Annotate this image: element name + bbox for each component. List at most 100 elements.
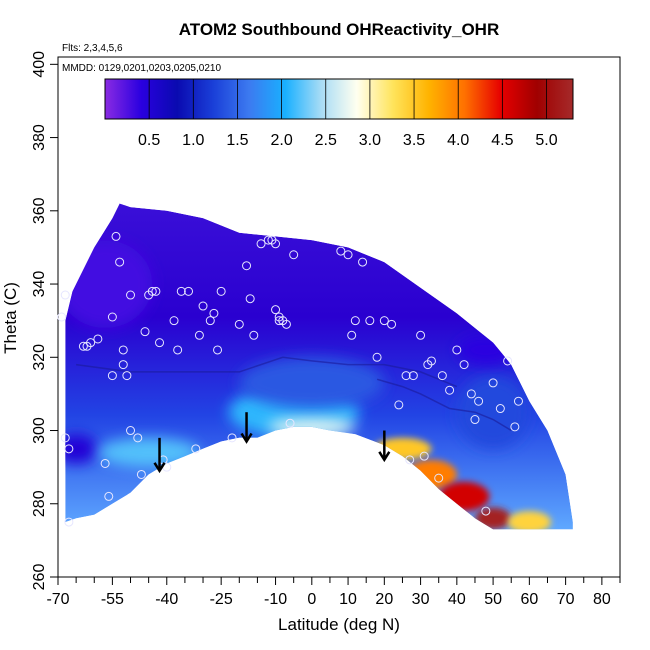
contour-lines: [76, 356, 512, 432]
sample-point: [379, 316, 389, 326]
sample-point: [60, 433, 70, 443]
chart-title: ATOM2 Southbound OHReactivity_OHR: [179, 20, 500, 39]
colorbar-tick-label: 2.5: [315, 132, 337, 149]
sample-point: [336, 246, 346, 256]
sample-point: [213, 345, 223, 355]
sample-point: [191, 444, 201, 454]
sample-point: [173, 345, 183, 355]
sample-point: [140, 327, 150, 337]
sample-point: [107, 371, 117, 381]
flights-label: Flts: 2,3,4,5,6: [62, 43, 123, 54]
y-tick-label: 280: [31, 490, 48, 517]
sample-point: [64, 517, 74, 527]
sample-point: [133, 433, 143, 443]
sample-point: [184, 286, 194, 296]
sample-point: [263, 235, 273, 245]
sample-point: [408, 371, 418, 381]
heatmap-tropical-lower-paleblue: [268, 417, 356, 437]
sample-point: [151, 286, 161, 296]
heatmap-northern-lowlevel-red: [438, 481, 490, 512]
sample-point: [205, 316, 215, 326]
sample-point: [234, 319, 244, 329]
sample-point: [510, 422, 520, 432]
sample-point: [488, 378, 498, 388]
sample-point: [470, 415, 480, 425]
heatmap-northern-surface-darkred: [474, 507, 512, 530]
sample-point: [271, 305, 281, 315]
sample-point: [194, 330, 204, 340]
sample-point: [459, 360, 469, 370]
sample-point: [169, 316, 179, 326]
x-tick-label: 70: [557, 591, 575, 608]
sample-point: [256, 239, 266, 249]
colorbar-tick-label: 1.0: [182, 132, 204, 149]
sample-point: [285, 418, 295, 428]
heatmap-southern-stratosphere-purple: [65, 240, 153, 328]
x-tick-label: 0: [307, 591, 316, 608]
sample-point: [147, 286, 157, 296]
sample-point: [271, 239, 281, 249]
sample-point: [249, 330, 259, 340]
colorbar-tick-label: 2.0: [270, 132, 292, 149]
y-axis: 260 280 300 320 340 360 380 400: [31, 51, 58, 590]
sample-point: [350, 316, 360, 326]
x-tick-label: 80: [593, 591, 611, 608]
sample-point: [107, 312, 117, 322]
sample-point: [372, 352, 382, 362]
heatmap-southern-lowlevel-purple: [65, 434, 98, 464]
y-tick-label: 380: [31, 124, 48, 151]
sample-point: [347, 330, 357, 340]
sample-point: [155, 338, 165, 348]
sample-point: [503, 356, 513, 366]
sample-point: [289, 250, 299, 260]
sample-point: [466, 389, 476, 399]
sample-point: [115, 257, 125, 267]
sample-point: [86, 338, 96, 348]
sample-point: [281, 319, 291, 329]
colorbar-tick-label: 4.5: [491, 132, 513, 149]
heatmap-southern-lowlevel-lightblue: [97, 437, 200, 468]
x-tick-label: 20: [375, 591, 393, 608]
contour-northern-midlevel-edge: [376, 378, 512, 432]
sample-point: [445, 385, 455, 395]
colorbar: 0.5 1.0 1.5 2.0 2.5 3.0 3.5 4.0 4.5 5.0: [104, 78, 574, 149]
colorbar-ticks: 0.5 1.0 1.5 2.0 2.5 3.0 3.5 4.0 4.5 5.0: [138, 132, 558, 149]
sample-point: [365, 316, 375, 326]
arrow: [153, 437, 166, 474]
sample-point: [100, 458, 110, 468]
colorbar-border: [104, 78, 574, 120]
x-axis-label: Latitude (deg N): [278, 615, 400, 634]
x-tick-label: 50: [484, 591, 502, 608]
dates-label: MMDD: 0129,0201,0203,0205,0210: [62, 63, 221, 74]
x-tick-label: -55: [101, 591, 124, 608]
sample-point: [118, 360, 128, 370]
x-axis: -70 -55 -40 -25 -10 0 10 20 30 40 50 60 70 80: [46, 577, 621, 608]
y-axis-label: Theta (C): [1, 282, 20, 354]
sample-point: [434, 473, 444, 483]
sample-point: [474, 396, 484, 406]
sample-point: [57, 312, 67, 322]
arrow: [240, 412, 253, 444]
sample-point: [78, 341, 88, 351]
x-tick-label: -70: [46, 591, 69, 608]
colorbar-tick-label: 4.0: [447, 132, 469, 149]
sample-point: [176, 286, 186, 296]
arrows: [153, 412, 391, 474]
sample-point: [481, 506, 491, 516]
y-tick-label: 340: [31, 271, 48, 298]
sample-point: [118, 345, 128, 355]
sample-point: [111, 231, 121, 241]
sample-point: [122, 371, 132, 381]
sample-point: [274, 316, 284, 326]
arrow: [378, 430, 391, 463]
sample-point: [358, 257, 368, 267]
colorbar-tick-label: 3.5: [403, 132, 425, 149]
x-tick-label: -40: [155, 591, 178, 608]
heatmap-tropical-mid-blue: [239, 357, 385, 409]
sample-point: [216, 286, 226, 296]
colorbar-fill: [105, 79, 573, 119]
sample-point: [343, 250, 353, 260]
y-tick-label: 360: [31, 197, 48, 224]
heatmap: [65, 203, 573, 530]
